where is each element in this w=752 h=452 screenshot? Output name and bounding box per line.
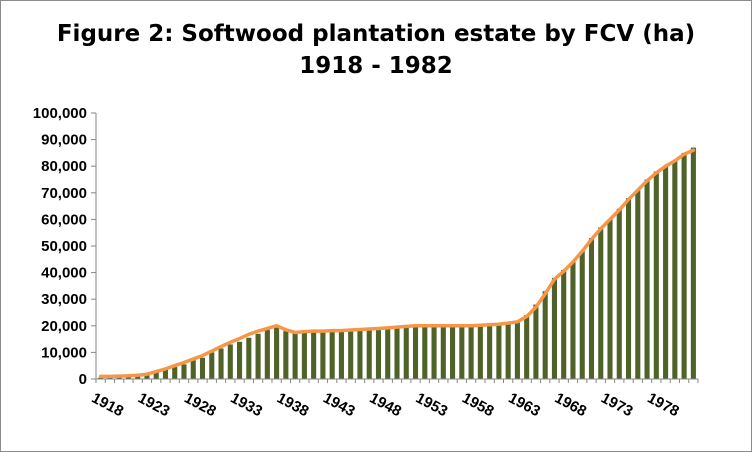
x-tick-label: 1973	[598, 390, 635, 421]
trend-line	[98, 148, 696, 379]
x-tick-label: 1933	[228, 390, 265, 421]
bar	[487, 324, 493, 379]
bar	[144, 374, 150, 379]
bar	[607, 219, 613, 379]
x-axis-ticks: 1918 1923 1928 1933 1938 1943 1948 1953 1958 1963…	[89, 379, 699, 421]
bar	[459, 325, 465, 379]
chart-title: Figure 2: Softwood plantation estate by …	[0, 18, 752, 82]
bar	[450, 325, 456, 379]
y-tick-label: 20,000	[41, 318, 87, 335]
bar	[681, 152, 687, 379]
bar	[542, 291, 548, 379]
bar	[375, 328, 382, 379]
bar	[283, 331, 289, 379]
y-tick-label: 70,000	[41, 185, 87, 202]
y-tick-label: 60,000	[41, 211, 87, 228]
y-tick-label: 40,000	[41, 265, 87, 282]
bar	[264, 329, 270, 379]
bar	[570, 261, 576, 379]
y-tick-label: 90,000	[41, 132, 87, 149]
bar	[172, 367, 178, 379]
line-series	[98, 148, 696, 379]
bar	[301, 332, 307, 379]
bar	[153, 372, 159, 379]
bar	[181, 364, 187, 379]
y-tick-label: 80,000	[41, 158, 87, 175]
x-tick-label: 1948	[367, 390, 404, 421]
bar	[385, 327, 391, 379]
bar	[394, 327, 400, 379]
bar	[237, 341, 243, 379]
bar	[477, 325, 483, 379]
y-tick-label: 10,000	[41, 344, 87, 361]
x-tick-label: 1943	[320, 390, 357, 421]
x-tick-label: 1918	[89, 390, 126, 421]
x-tick-label: 1958	[459, 390, 496, 421]
bar	[209, 352, 215, 379]
x-tick-label: 1963	[506, 390, 543, 421]
bar	[320, 331, 326, 379]
y-tick-label: 30,000	[41, 291, 87, 308]
bar	[561, 269, 567, 379]
bar	[588, 238, 595, 379]
bar	[496, 324, 502, 379]
y-tick-label: 50,000	[41, 238, 87, 255]
bar	[348, 330, 354, 379]
chart-title-line1: Figure 2: Softwood plantation estate by …	[56, 21, 696, 47]
y-axis-ticks: 0 10,000 20,000 30,000 40,000 50,000 60,000 70,…	[33, 105, 96, 388]
chart-title-line2: 1918 - 1982	[299, 53, 453, 79]
bar	[635, 190, 641, 379]
bar	[311, 331, 317, 379]
x-tick-label: 1953	[413, 390, 450, 421]
bar	[366, 328, 372, 379]
bar	[98, 377, 104, 379]
bar	[653, 171, 659, 379]
x-tick-label: 1923	[135, 390, 172, 421]
bar	[274, 327, 280, 379]
bar	[403, 326, 409, 379]
bar	[616, 208, 622, 379]
bar	[598, 227, 604, 379]
bar	[190, 360, 196, 379]
bar	[329, 331, 335, 379]
bar	[672, 160, 678, 379]
bar	[162, 369, 169, 379]
bar	[551, 277, 557, 379]
bar	[533, 304, 539, 379]
bar	[468, 325, 474, 379]
bar	[199, 357, 206, 379]
x-tick-label: 1968	[552, 390, 589, 421]
bar	[690, 147, 696, 379]
bar	[431, 325, 437, 379]
x-tick-label: 1938	[274, 390, 311, 421]
bar	[440, 325, 446, 379]
bar	[579, 251, 585, 379]
bar	[246, 337, 252, 379]
bar	[218, 348, 224, 379]
bar	[505, 323, 511, 379]
bar	[292, 332, 298, 379]
bar	[255, 333, 261, 379]
bar	[663, 166, 669, 379]
x-tick-label: 1928	[181, 390, 218, 421]
bar-series	[98, 147, 696, 379]
x-tick-label: 1978	[644, 390, 681, 421]
bar	[644, 179, 650, 379]
bar	[422, 325, 428, 379]
bar	[357, 329, 363, 379]
bar	[625, 198, 632, 379]
bar	[514, 320, 520, 379]
bar	[524, 315, 530, 379]
y-tick-label: 0	[79, 371, 87, 388]
bar	[412, 325, 419, 379]
bar	[338, 331, 344, 379]
bar	[227, 344, 233, 379]
y-tick-label: 100,000	[33, 105, 87, 122]
